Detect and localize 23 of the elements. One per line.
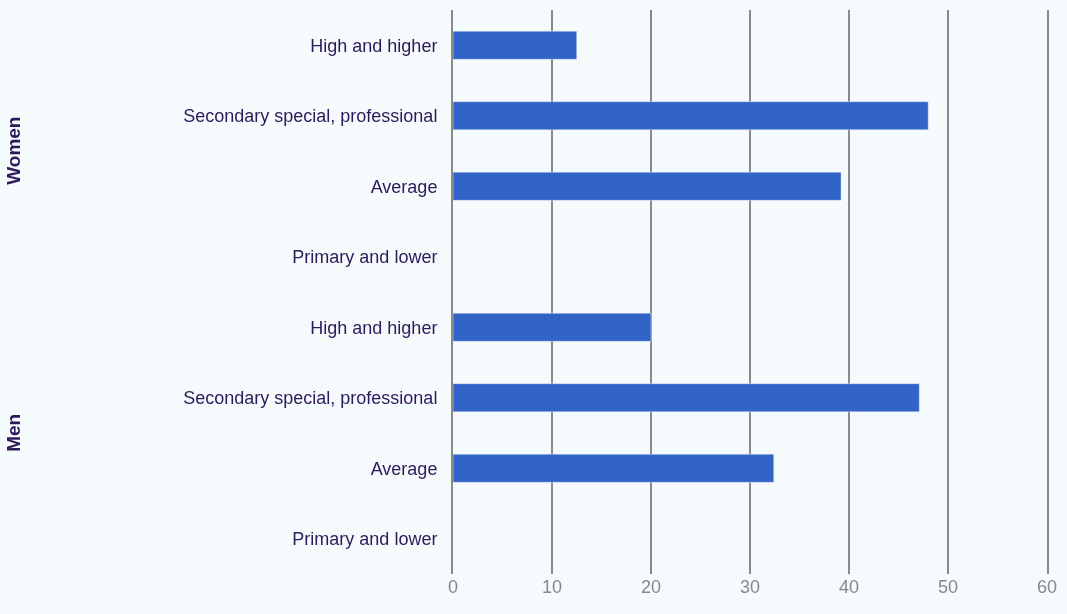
- x-tick-label: 20: [640, 577, 662, 597]
- bar: [453, 312, 652, 342]
- text: Women: [2, 116, 24, 185]
- bar: [453, 383, 920, 413]
- y-tick-label: Primary and lower: [292, 247, 438, 268]
- y-tick-label: High and higher: [310, 317, 438, 338]
- bar: [453, 101, 929, 131]
- x-tick-label: 30: [739, 577, 761, 597]
- text: Men: [2, 413, 24, 452]
- bar: [453, 30, 577, 60]
- y-tick-label: Primary and lower: [292, 529, 438, 550]
- y-tick-label: Secondary special, professional: [183, 106, 438, 127]
- bar: [453, 453, 775, 483]
- y-tick-label: Secondary special, professional: [183, 388, 438, 409]
- y-tick-label: Average: [370, 176, 438, 197]
- bar: [453, 171, 842, 201]
- x-tick-label: 10: [541, 577, 563, 597]
- x-tick-label: 0: [447, 577, 459, 597]
- x-tick-label: 40: [838, 577, 860, 597]
- y-tick-label: High and higher: [310, 35, 438, 56]
- x-tick-label: 60: [1036, 577, 1058, 597]
- y-tick-label: Average: [370, 458, 438, 479]
- x-tick-label: 50: [937, 577, 959, 597]
